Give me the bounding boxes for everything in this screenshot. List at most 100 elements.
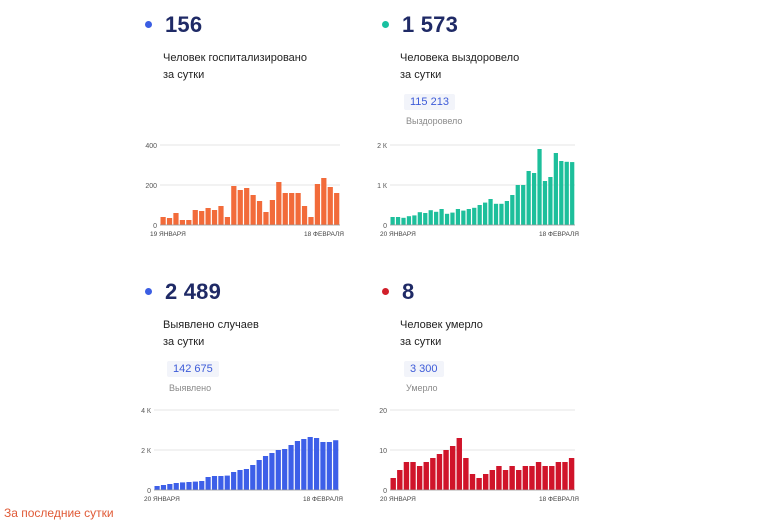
bar: [406, 216, 412, 225]
bar: [173, 483, 179, 490]
recovered-total[interactable]: 115 213: [404, 94, 455, 110]
bar: [450, 212, 455, 225]
bar: [199, 211, 205, 225]
bar: [192, 210, 198, 225]
bar: [548, 177, 553, 225]
y-tick-label: 2 К: [377, 143, 388, 150]
bar: [488, 199, 493, 225]
bar: [320, 442, 326, 490]
bar: [294, 441, 301, 490]
bar: [455, 209, 461, 225]
cases-chart: 4 К 2 К 020 ЯНВАРЯ 18 ФЕВРАЛЯ: [141, 408, 343, 503]
y-tick-label: 0: [383, 223, 387, 230]
cases-total[interactable]: 142 675: [167, 361, 219, 377]
dot-icon: [145, 288, 152, 295]
bar: [434, 211, 439, 225]
card-hospitalized: 156 Человек госпитализировано за сутки: [145, 12, 375, 84]
bar: [403, 462, 410, 490]
y-tick-label: 20: [379, 408, 387, 415]
deaths-chart: 20 10 020 ЯНВАРЯ 18 ФЕВРАЛЯ: [379, 408, 579, 503]
bar: [562, 462, 568, 490]
bar: [489, 470, 496, 490]
bar: [401, 217, 406, 225]
bar: [502, 470, 509, 490]
bar: [521, 185, 526, 225]
y-tick-label: 1 К: [377, 183, 388, 190]
x-start-label: 19 ЯНВАРЯ: [150, 231, 186, 238]
bar: [516, 470, 522, 490]
bar: [476, 478, 482, 490]
y-tick-label: 0: [147, 488, 151, 495]
bar: [334, 193, 340, 225]
card-header: 8: [382, 279, 612, 309]
recovered-chart: 2 К 1 К 020 ЯНВАРЯ 18 ФЕВРАЛЯ: [377, 143, 579, 238]
bar: [180, 482, 186, 490]
bar: [224, 475, 230, 490]
bar: [412, 215, 417, 225]
cases-count: 2 489: [165, 279, 222, 304]
bar: [186, 220, 192, 225]
bar: [493, 203, 499, 225]
bar: [307, 437, 313, 490]
bar: [160, 217, 166, 225]
bar: [483, 202, 488, 225]
cases-total-label: Выявлено: [169, 383, 212, 393]
bar: [192, 481, 198, 490]
deaths-total-label: Умерло: [406, 383, 438, 393]
bar: [469, 474, 476, 490]
x-end-label: 18 ФЕВРАЛЯ: [304, 231, 344, 238]
bar: [430, 458, 436, 490]
recovered-description: Человека выздоровело за сутки: [400, 52, 520, 81]
bar: [417, 212, 422, 225]
bar: [390, 217, 395, 225]
bar: [289, 193, 295, 225]
bar: [443, 450, 449, 490]
bar: [321, 178, 327, 225]
bar: [205, 208, 211, 225]
hospitalized-chart: 400 200 019 ЯНВАРЯ 18 ФЕВРАЛЯ: [145, 143, 344, 238]
bar: [439, 209, 444, 225]
bar: [250, 195, 256, 225]
bar: [428, 210, 433, 225]
x-start-label: 20 ЯНВАРЯ: [144, 496, 180, 503]
card-recovered: 1 573 Человека выздоровело за сутки 115 …: [382, 12, 612, 126]
dot-icon: [382, 21, 389, 28]
x-start-label: 20 ЯНВАРЯ: [380, 231, 416, 238]
bar: [256, 201, 263, 225]
bar: [262, 456, 269, 490]
bar: [410, 462, 416, 490]
bar: [390, 478, 396, 490]
bar: [327, 187, 333, 225]
bar: [243, 469, 249, 490]
deaths-description: Человек умерло за сутки: [400, 319, 483, 348]
bar: [154, 486, 160, 490]
bar: [205, 477, 211, 490]
recovered-count: 1 573: [402, 12, 459, 37]
bar: [472, 207, 477, 225]
y-tick-label: 200: [145, 183, 157, 190]
bar: [461, 210, 466, 225]
bar: [466, 209, 471, 225]
bar: [542, 181, 548, 225]
bar: [211, 476, 218, 490]
bar: [218, 476, 224, 490]
bar: [531, 173, 537, 225]
bar: [244, 188, 250, 225]
bar: [456, 438, 462, 490]
deaths-total[interactable]: 3 300: [404, 361, 444, 377]
bar: [269, 200, 276, 225]
bar: [231, 472, 237, 490]
dot-icon: [382, 288, 389, 295]
bar: [160, 485, 167, 490]
bar: [535, 462, 542, 490]
y-tick-label: 10: [379, 448, 387, 455]
bar: [295, 193, 301, 225]
bar: [423, 213, 428, 225]
bar: [436, 454, 443, 490]
bar: [314, 184, 321, 225]
bar: [269, 453, 275, 490]
bar: [529, 466, 535, 490]
bar: [237, 470, 243, 490]
card-header: 1 573: [382, 12, 612, 42]
bar: [218, 206, 224, 225]
